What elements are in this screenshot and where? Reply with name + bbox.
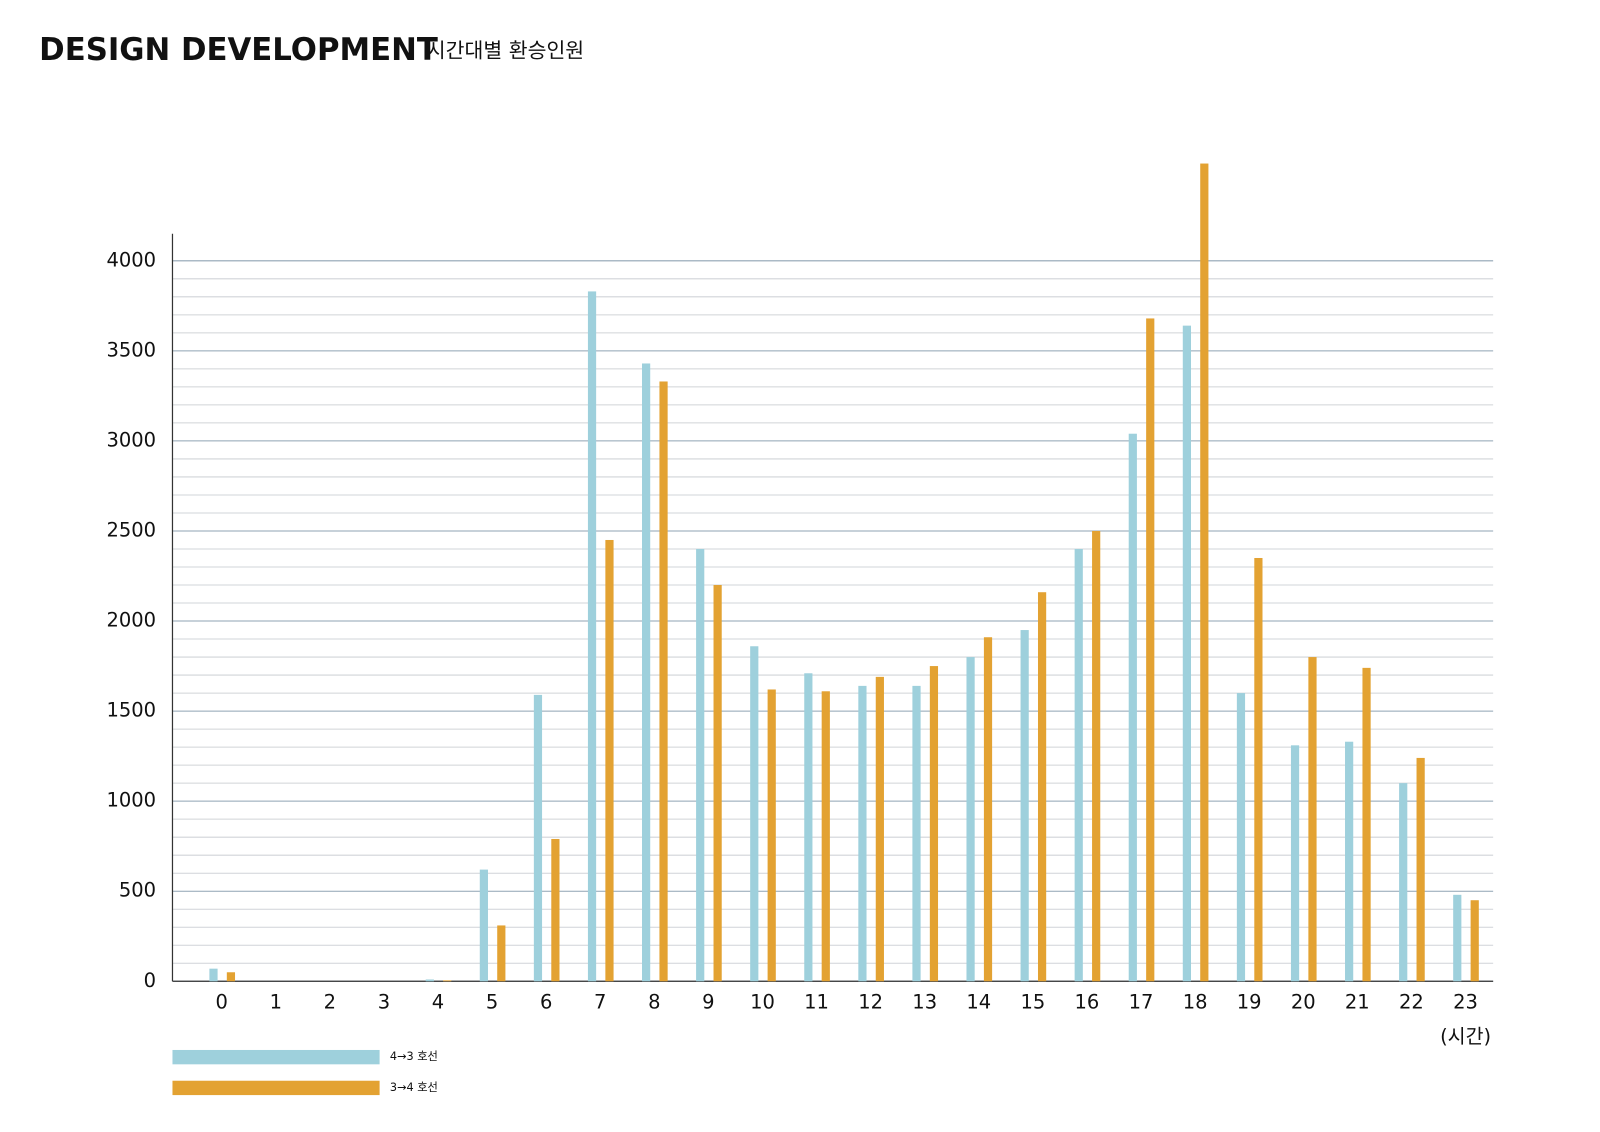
bar (497, 925, 506, 982)
x-tick-label: 15 (1020, 990, 1045, 1013)
bar (966, 657, 975, 982)
x-tick-label: 2 (324, 990, 336, 1013)
bar (533, 694, 543, 982)
x-tick-label: 23 (1453, 990, 1478, 1013)
legend-label: 4→3 호선 (390, 1050, 438, 1063)
y-tick-label: 1000 (107, 789, 157, 812)
x-tick-label: 0 (216, 990, 228, 1013)
bar (605, 539, 614, 982)
bar (1254, 557, 1263, 982)
bar (425, 979, 434, 982)
bar (821, 691, 830, 982)
bar (1092, 530, 1101, 982)
bar (1200, 163, 1209, 982)
legend-label: 3→4 호선 (390, 1081, 438, 1094)
y-tick-label: 500 (119, 879, 156, 902)
bar (1362, 667, 1371, 982)
y-tick-label: 2500 (107, 518, 157, 541)
x-axis-label: (시간) (1440, 1025, 1491, 1048)
bar (587, 291, 597, 982)
bar (804, 673, 813, 982)
x-tick-label: 12 (858, 990, 883, 1013)
bar (1074, 548, 1083, 982)
bar (713, 585, 722, 982)
x-tick-label: 7 (594, 990, 606, 1013)
bar (209, 968, 218, 982)
x-tick-label: 3 (378, 990, 390, 1013)
x-tick-label: 19 (1237, 990, 1262, 1013)
x-tick-label: 20 (1291, 990, 1316, 1013)
bar (858, 685, 867, 982)
bar (1037, 592, 1047, 982)
bar (983, 637, 993, 982)
bar (750, 646, 759, 982)
legend-swatch (172, 1080, 380, 1096)
bar (1020, 630, 1029, 982)
x-tick-label: 10 (750, 990, 775, 1013)
x-tick-label: 4 (432, 990, 444, 1013)
bar (767, 689, 776, 982)
bar (1236, 693, 1246, 982)
bar (1308, 657, 1317, 982)
x-tick-label: 6 (540, 990, 552, 1013)
bar (551, 838, 560, 982)
bar (696, 548, 705, 982)
y-tick-label: 0 (144, 969, 156, 992)
bar (1182, 325, 1191, 982)
legend-swatch (172, 1049, 380, 1065)
bar (1128, 433, 1137, 982)
bar (642, 363, 651, 982)
bar (1416, 757, 1425, 982)
y-tick-label: 1500 (107, 699, 157, 722)
bar (1290, 745, 1300, 982)
x-tick-label: 22 (1399, 990, 1424, 1013)
bar (479, 869, 488, 982)
bar (659, 381, 668, 982)
x-tick-label: 13 (912, 990, 937, 1013)
chart-title: DESIGN DEVELOPMENT (39, 32, 438, 68)
x-tick-label: 17 (1129, 990, 1154, 1013)
bar (1399, 783, 1408, 982)
bar (1345, 741, 1354, 982)
x-tick-label: 5 (486, 990, 498, 1013)
x-tick-label: 14 (966, 990, 991, 1013)
x-tick-label: 8 (648, 990, 660, 1013)
bar (912, 685, 921, 982)
y-tick-label: 4000 (107, 248, 157, 271)
bar (875, 676, 884, 982)
y-tick-label: 2000 (107, 609, 157, 632)
bar (1470, 900, 1479, 982)
bar (226, 972, 236, 982)
bar (443, 980, 452, 982)
chart-subtitle: 시간대별 환승인원 (427, 38, 584, 62)
bar (1453, 894, 1462, 982)
bar (1146, 318, 1155, 982)
x-tick-label: 9 (702, 990, 714, 1013)
bar (929, 666, 939, 982)
x-tick-label: 1 (270, 990, 282, 1013)
x-tick-label: 16 (1075, 990, 1100, 1013)
y-tick-label: 3500 (107, 338, 157, 361)
x-tick-label: 21 (1345, 990, 1370, 1013)
x-tick-label: 11 (804, 990, 829, 1013)
y-tick-label: 3000 (107, 428, 157, 451)
x-tick-label: 18 (1183, 990, 1208, 1013)
